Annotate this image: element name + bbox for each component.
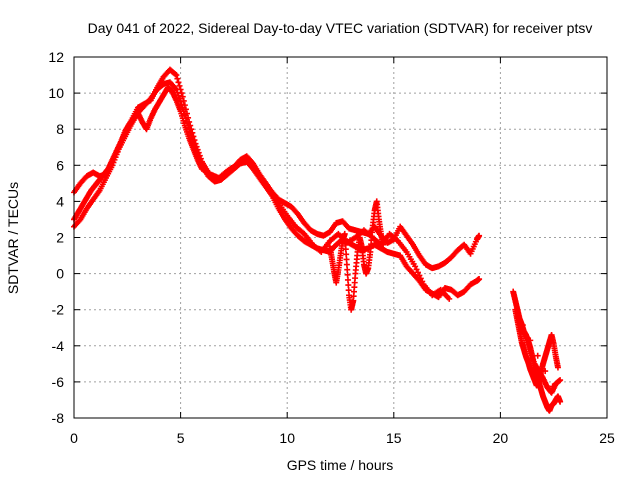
series-track-c (71, 84, 453, 302)
plus-marker (476, 232, 483, 239)
plus-marker (343, 256, 350, 263)
plus-marker (446, 295, 453, 302)
series-spikes (326, 198, 387, 313)
x-tick-label: 5 (177, 430, 185, 446)
x-tick-label: 15 (386, 430, 402, 446)
x-tick-label: 20 (493, 430, 509, 446)
plus-marker (172, 71, 179, 78)
plus-marker (342, 236, 349, 243)
plus-marker (413, 266, 420, 273)
plus-marker (344, 276, 351, 283)
y-tick-label: 8 (56, 121, 64, 137)
data-marks (71, 66, 564, 414)
plus-marker (419, 278, 426, 285)
plus-marker (380, 241, 387, 248)
plus-marker (173, 86, 180, 93)
y-tick-label: 0 (56, 266, 64, 282)
plus-marker (557, 398, 564, 405)
plus-marker (173, 72, 180, 79)
axis-ticks: 0 5 10 15 20 25 -8 -6 -4 -2 0 2 4 6 8 10 12 (48, 49, 615, 446)
plus-marker (342, 241, 349, 248)
plus-marker (176, 82, 183, 89)
plus-marker (417, 275, 424, 282)
y-tick-label: -8 (52, 410, 65, 426)
plus-marker (412, 263, 419, 270)
plus-marker (557, 377, 564, 384)
x-tick-label: 25 (599, 430, 615, 446)
plus-marker (416, 272, 423, 279)
plus-marker (342, 246, 349, 253)
plus-marker (534, 352, 541, 359)
y-tick-label: 4 (56, 193, 64, 209)
x-tick-label: 0 (70, 430, 78, 446)
plus-marker (345, 287, 352, 294)
plus-marker (175, 79, 182, 86)
plus-marker (343, 251, 350, 258)
y-tick-label: -2 (52, 302, 65, 318)
series-late-bundle-2 (514, 313, 564, 396)
y-tick-label: 6 (56, 157, 64, 173)
y-axis-label: SDTVAR / TECUs (5, 182, 21, 294)
plus-marker (476, 276, 483, 283)
chart-title: Day 041 of 2022, Sidereal Day-to-day VTE… (88, 20, 593, 36)
plus-marker (179, 93, 186, 100)
y-tick-label: 12 (48, 49, 64, 65)
y-tick-label: -4 (52, 338, 65, 354)
x-axis-label: GPS time / hours (287, 457, 394, 473)
y-tick-label: 2 (56, 230, 64, 246)
y-tick-label: -6 (52, 374, 65, 390)
series-late-bundle (510, 288, 564, 414)
series-track-b (71, 79, 483, 301)
plus-marker (344, 271, 351, 278)
plus-marker (345, 282, 352, 289)
plus-marker (343, 261, 350, 268)
plus-marker (341, 230, 348, 237)
series-track-a (71, 66, 483, 272)
y-tick-label: 10 (48, 85, 64, 101)
plus-marker (174, 75, 181, 82)
plus-marker (344, 266, 351, 273)
x-tick-label: 10 (279, 430, 295, 446)
plus-marker (554, 364, 561, 371)
plus-marker (414, 269, 421, 276)
